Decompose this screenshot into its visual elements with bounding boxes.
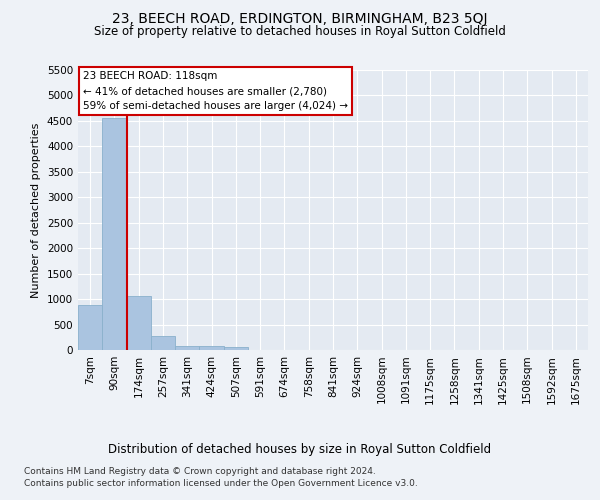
Text: Size of property relative to detached houses in Royal Sutton Coldfield: Size of property relative to detached ho… (94, 25, 506, 38)
Bar (175, 346, 199, 350)
Text: 23 BEECH ROAD: 118sqm
← 41% of detached houses are smaller (2,780)
59% of semi-d: 23 BEECH ROAD: 118sqm ← 41% of detached … (83, 72, 348, 111)
Text: Distribution of detached houses by size in Royal Sutton Coldfield: Distribution of detached houses by size … (109, 442, 491, 456)
Text: 23, BEECH ROAD, ERDINGTON, BIRMINGHAM, B23 5QJ: 23, BEECH ROAD, ERDINGTON, BIRMINGHAM, B… (112, 12, 488, 26)
Bar (224, 347, 248, 350)
Bar (199, 346, 224, 350)
Text: Contains HM Land Registry data © Crown copyright and database right 2024.: Contains HM Land Registry data © Crown c… (24, 468, 376, 476)
Y-axis label: Number of detached properties: Number of detached properties (31, 122, 41, 298)
Bar (78, 305, 102, 350)
Bar (127, 296, 151, 350)
Text: Contains public sector information licensed under the Open Government Licence v3: Contains public sector information licen… (24, 479, 418, 488)
Bar (102, 118, 127, 350)
Bar (151, 336, 175, 350)
